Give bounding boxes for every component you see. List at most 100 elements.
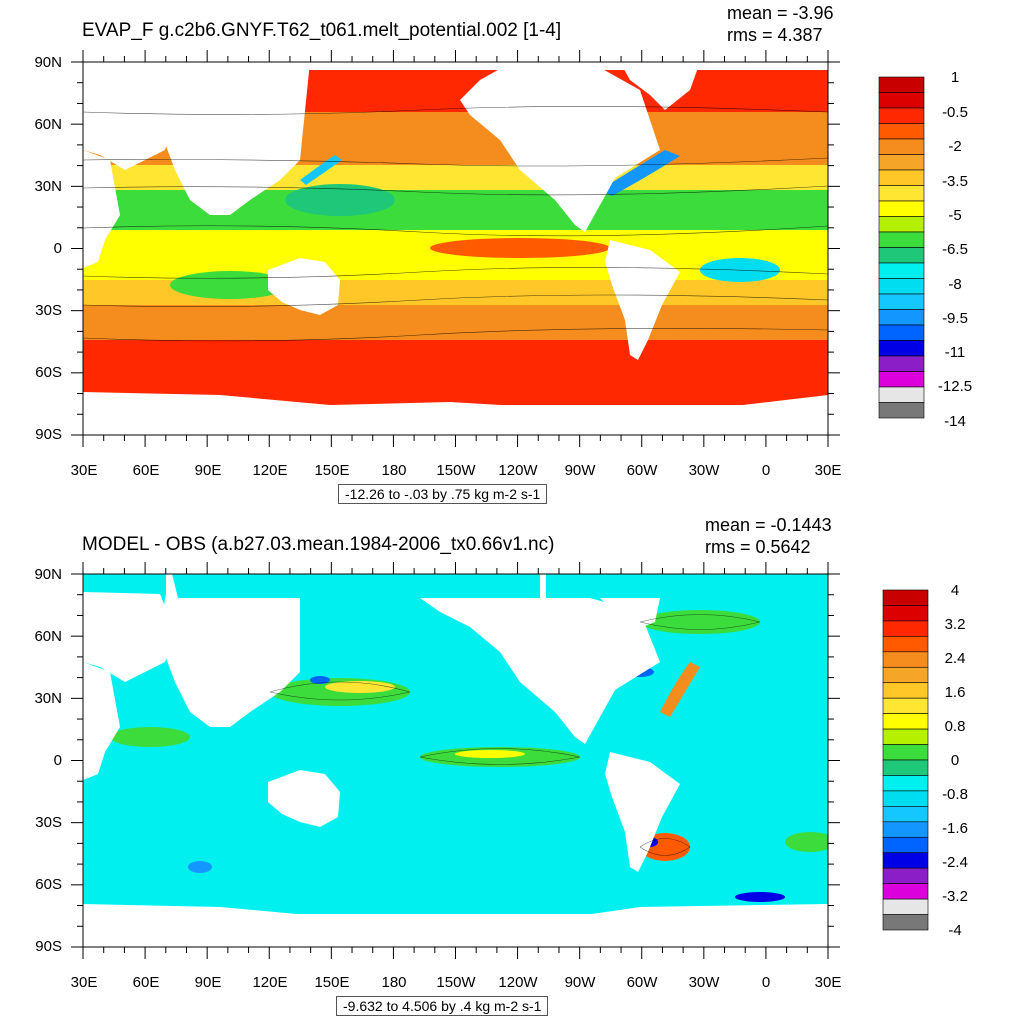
lon-label: 60W xyxy=(626,974,658,991)
rms-value: rms = 0.5642 xyxy=(705,537,811,557)
colorbar-swatch xyxy=(878,185,925,202)
colorbar-swatch xyxy=(882,713,929,730)
colorbar-label: -14 xyxy=(944,413,966,430)
lat-label: 60S xyxy=(35,876,62,893)
lon-label: 60W xyxy=(626,462,658,479)
colorbar-swatch xyxy=(882,883,929,900)
colorbar-label: -0.8 xyxy=(942,786,968,803)
colorbar-swatch xyxy=(882,728,929,745)
colorbar-swatch xyxy=(882,759,929,776)
lat-label: 30N xyxy=(34,690,62,707)
lon-label: 90W xyxy=(564,974,596,991)
lon-label: 150W xyxy=(436,462,476,479)
lat-label: 90S xyxy=(35,938,62,955)
lat-label: 0 xyxy=(53,752,62,769)
map-plot xyxy=(71,562,929,959)
colorbar-swatch xyxy=(882,666,929,684)
contour-range-label: -12.26 to -.03 by .75 kg m-2 s-1 xyxy=(338,484,548,504)
lat-label: 90N xyxy=(34,54,62,71)
land-mask xyxy=(83,574,828,947)
colorbar-label: -9.5 xyxy=(942,310,968,327)
colorbar-label: 1.6 xyxy=(944,684,966,701)
lon-label: 60E xyxy=(132,974,160,991)
colorbar-label: -11 xyxy=(944,344,966,361)
lon-label: 30E xyxy=(814,462,842,479)
colorbar-swatch xyxy=(878,324,925,341)
lat-label: 30S xyxy=(35,814,62,831)
colorbar-swatch xyxy=(882,790,929,807)
colorbar-label: -4 xyxy=(948,922,962,939)
colorbar-label: -3.5 xyxy=(942,173,968,190)
colorbar-label: 3.2 xyxy=(944,616,966,633)
colorbar-label: -2.4 xyxy=(942,854,968,871)
map-plot xyxy=(71,50,925,447)
colorbar-swatch xyxy=(878,123,925,140)
lon-label: 0 xyxy=(761,974,771,991)
lon-label: 180 xyxy=(381,974,407,991)
colorbar-swatch xyxy=(878,371,925,388)
colorbar-label: -2 xyxy=(948,138,962,155)
lon-label: 150W xyxy=(436,974,476,991)
colorbar-swatch xyxy=(882,806,929,823)
model-minus-obs-panel: MODEL - OBS (a.b27.03.mean.1984-2006_tx0… xyxy=(0,512,1024,1024)
colorbar-swatch xyxy=(878,107,925,124)
colorbar-swatch xyxy=(878,402,925,419)
lon-label: 180 xyxy=(381,462,407,479)
lon-label: 30W xyxy=(688,974,720,991)
colorbar-swatch xyxy=(878,278,925,295)
contour-lines xyxy=(83,106,828,342)
axis-ticks xyxy=(71,562,840,959)
colorbar-label: -0.5 xyxy=(942,104,968,121)
colorbar-label: 2.4 xyxy=(944,650,966,667)
lat-label: 60S xyxy=(35,364,62,381)
lon-label: 60E xyxy=(132,462,160,479)
colorbar-swatch xyxy=(882,605,929,622)
colorbar-swatch xyxy=(882,697,929,714)
colorbar-swatch xyxy=(882,821,929,838)
lat-label: 60N xyxy=(34,628,62,645)
mean-value: mean = -3.96 xyxy=(727,3,834,23)
lon-label: 120E xyxy=(252,974,288,991)
colorbar-swatch xyxy=(878,293,925,310)
colorbar-swatch xyxy=(878,309,925,326)
lon-label: 120W xyxy=(498,462,538,479)
colorbar-swatch xyxy=(878,154,925,171)
colorbar-swatch xyxy=(882,775,929,792)
lon-label: 90W xyxy=(564,462,596,479)
colorbar-swatch xyxy=(882,898,929,915)
colorbar xyxy=(878,76,925,419)
lat-label: 30S xyxy=(35,302,62,319)
mean-value: mean = -0.1443 xyxy=(705,515,832,535)
colorbar-swatch xyxy=(878,340,925,357)
colorbar-swatch xyxy=(878,231,925,248)
lon-label: 30E xyxy=(70,974,98,991)
lat-label: 30N xyxy=(34,178,62,195)
colorbar-swatch xyxy=(878,92,925,109)
land-mask xyxy=(83,62,828,435)
colorbar-label: 4 xyxy=(950,582,960,599)
lon-label: 90E xyxy=(194,974,222,991)
colorbar-swatch xyxy=(878,138,925,155)
colorbar-swatch xyxy=(882,914,929,931)
colorbar-swatch xyxy=(878,386,925,403)
colorbar-label: -8 xyxy=(948,276,962,293)
colorbar-label: -3.2 xyxy=(942,888,968,905)
colorbar-swatch xyxy=(878,169,925,186)
lat-label: 90N xyxy=(34,566,62,583)
colorbar-swatch xyxy=(882,852,929,869)
colorbar-swatch xyxy=(878,216,925,233)
panel-title: MODEL - OBS (a.b27.03.mean.1984-2006_tx0… xyxy=(82,534,555,555)
colorbar-swatch xyxy=(882,636,929,653)
lon-label: 150E xyxy=(314,462,350,479)
colorbar-label: -5 xyxy=(948,207,962,224)
panel-title: EVAP_F g.c2b6.GNYF.T62_t061.melt_potenti… xyxy=(82,20,562,41)
colorbar xyxy=(882,589,929,931)
lon-label: 30E xyxy=(814,974,842,991)
axis-ticks xyxy=(71,50,840,447)
lon-label: 150E xyxy=(314,974,350,991)
colorbar-label: 1 xyxy=(950,69,960,86)
colorbar-swatch xyxy=(882,651,929,668)
contour-lines xyxy=(269,614,761,856)
lon-label: 30W xyxy=(688,462,720,479)
lat-label: 90S xyxy=(35,426,62,443)
